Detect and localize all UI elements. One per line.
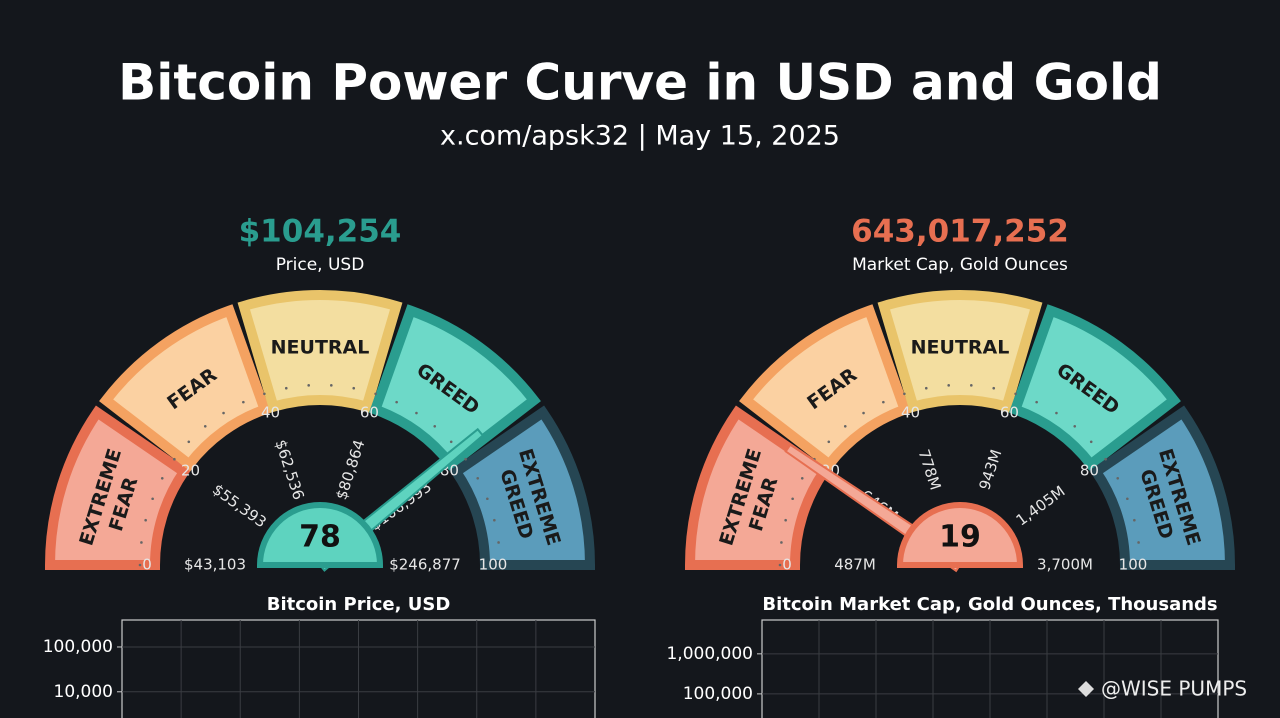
scale-dot (173, 457, 176, 461)
gauge-score: 19 (939, 520, 981, 555)
scale-tick-label: 100 (1119, 556, 1148, 574)
scale-dot (242, 400, 245, 404)
watermark: @WISE PUMPS (1078, 677, 1247, 701)
scale-dot (1035, 400, 1038, 404)
watermark-icon (1078, 681, 1094, 697)
scale-tick-label: 60 (1000, 403, 1019, 421)
scale-dot (1055, 411, 1058, 415)
scale-dot (800, 476, 804, 480)
gauge-zone (1008, 304, 1181, 472)
scale-dot (1104, 457, 1107, 461)
scale-dot (992, 386, 996, 390)
zone-label-line: NEUTRAL (271, 336, 370, 358)
scale-dot (827, 440, 831, 444)
scale-tick-label: 0 (142, 556, 152, 574)
gauge-value: 643,017,252 (851, 214, 1069, 250)
scale-dot (464, 457, 467, 461)
gauge-zone-label: NEUTRAL (271, 336, 370, 358)
scale-dot (498, 563, 502, 567)
scale-tick-label: 80 (1080, 461, 1099, 479)
scale-dot (862, 411, 865, 415)
scale-dot (476, 476, 480, 480)
threshold-label: 487M (834, 556, 876, 574)
gauge-value: $104,254 (239, 214, 402, 250)
scale-dot (947, 384, 950, 387)
title: Bitcoin Power Curve in USD and Gold (118, 54, 1162, 112)
scale-dot (144, 518, 147, 522)
scale-dot (493, 518, 496, 522)
scale-dot (395, 400, 398, 404)
gauge-hub (896, 502, 1024, 568)
scale-dot (843, 425, 847, 428)
scale-dot (1133, 518, 1136, 522)
scale-dot (1116, 476, 1120, 480)
scale-dot (924, 386, 928, 390)
scale-dot (151, 497, 154, 501)
scale-dot (374, 392, 377, 396)
scale-dot (222, 411, 225, 415)
scale-dot (307, 384, 310, 387)
scale-dot (352, 386, 356, 390)
scale-tick-label: 20 (181, 461, 200, 479)
scale-dot (187, 440, 191, 444)
gauge-zone (449, 405, 596, 570)
scale-dot (903, 392, 906, 396)
scale-dot (1126, 497, 1129, 501)
scale-dot (415, 411, 418, 415)
scale-dot (778, 563, 782, 567)
scale-dot (882, 400, 885, 404)
y-tick-label: 100,000 (683, 684, 753, 704)
gauge-zone-label: NEUTRAL (911, 336, 1010, 358)
line-chart-title: Bitcoin Price, USD (267, 594, 451, 615)
gauge-label: Market Cap, Gold Ounces (852, 255, 1068, 275)
scale-dot (791, 497, 794, 501)
scale-tick-label: 60 (360, 403, 379, 421)
line-chart-title: Bitcoin Market Cap, Gold Ounces, Thousan… (762, 594, 1217, 615)
scale-dot (970, 384, 973, 387)
scale-dot (433, 425, 437, 428)
scale-tick-label: 40 (261, 403, 280, 421)
scale-dot (1137, 541, 1140, 544)
threshold-label: $246,877 (389, 556, 461, 574)
threshold-label: 3,700M (1037, 556, 1093, 574)
scale-dot (284, 386, 288, 390)
scale-dot (449, 440, 453, 444)
watermark-text: @WISE PUMPS (1101, 677, 1247, 701)
scale-tick-label: 100 (479, 556, 508, 574)
y-tick-label: 100,000 (43, 637, 113, 657)
gauge-zone (368, 304, 541, 472)
gauge-score: 78 (299, 520, 341, 555)
scale-dot (1138, 563, 1142, 567)
y-tick-label: 1,000,000 (666, 644, 753, 664)
scale-dot (486, 497, 489, 501)
scale-dot (160, 476, 164, 480)
scale-dot (1073, 425, 1077, 428)
gauge-label: Price, USD (276, 255, 365, 275)
scale-dot (784, 518, 787, 522)
scale-dot (263, 392, 266, 396)
scale-dot (203, 425, 207, 428)
scale-dot (138, 563, 142, 567)
gauge-zone (237, 290, 403, 413)
gauge-zone (44, 405, 191, 570)
gauge-zone (877, 290, 1043, 413)
scale-dot (1014, 392, 1017, 396)
gauge-zone (99, 304, 272, 472)
scale-dot (1089, 440, 1093, 444)
scale-tick-label: 40 (901, 403, 920, 421)
scale-dot (497, 541, 500, 544)
gauge-zone (739, 304, 912, 472)
gauge-zone (1089, 405, 1236, 570)
scale-dot (330, 384, 333, 387)
subtitle: x.com/apsk32 | May 15, 2025 (440, 121, 840, 152)
zone-label-line: NEUTRAL (911, 336, 1010, 358)
scale-dot (780, 541, 783, 544)
y-tick-label: 10,000 (54, 682, 113, 702)
threshold-label: $43,103 (184, 556, 246, 574)
gauge-hub (256, 502, 384, 568)
scale-tick-label: 0 (782, 556, 792, 574)
scale-dot (140, 541, 143, 544)
